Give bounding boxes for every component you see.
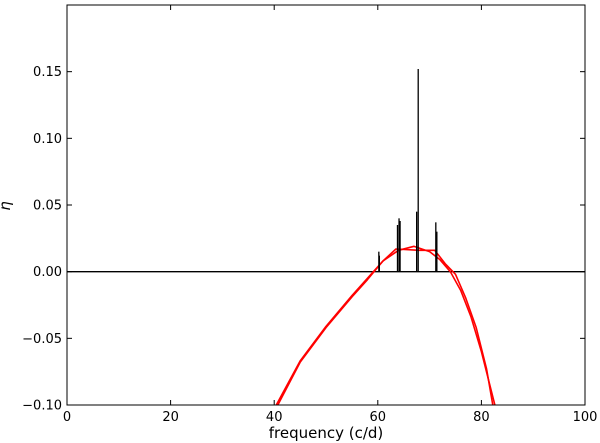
y-tick-label: 0.00 xyxy=(33,265,62,280)
x-tick-label: 60 xyxy=(370,410,387,425)
plot-frame xyxy=(66,4,586,406)
y-tick-label: 0.10 xyxy=(33,132,62,147)
axis-ticks: 0 20 40 60 80 100 −0.10 −0.05 0.00 0.05 0.10 0.15 xyxy=(22,5,597,425)
x-tick-label: 80 xyxy=(473,410,490,425)
y-axis-label: η xyxy=(0,201,14,211)
red-curve-0 xyxy=(275,245,496,405)
x-tick-label: 40 xyxy=(266,410,283,425)
y-tick-label: −0.05 xyxy=(22,332,62,347)
red-curve-1 xyxy=(277,248,494,405)
y-tick-label: 0.05 xyxy=(33,199,62,214)
plot-area xyxy=(67,69,585,405)
y-tick-label: 0.15 xyxy=(33,65,62,80)
x-axis-label: frequency (c/d) xyxy=(269,424,384,442)
plot-series xyxy=(67,69,585,405)
x-tick-label: 100 xyxy=(573,410,598,425)
x-tick-label: 0 xyxy=(63,410,71,425)
x-tick-label: 20 xyxy=(162,410,179,425)
y-tick-label: −0.10 xyxy=(22,399,62,414)
